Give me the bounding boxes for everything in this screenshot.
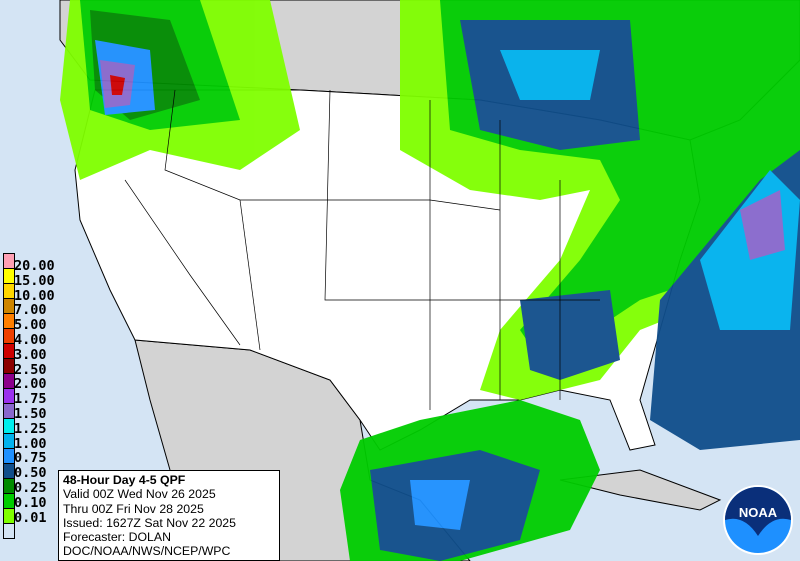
- thru-time: Thru 00Z Fri Nov 28 2025: [63, 501, 204, 516]
- valid-time: Valid 00Z Wed Nov 26 2025: [63, 487, 216, 502]
- legend-swatch: [3, 508, 15, 523]
- legend-swatch: [3, 403, 15, 418]
- legend-labels: 20.00 15.00 10.00 7.00 5.00 4.00 3.00 2.50 2.00 1…: [14, 259, 55, 525]
- legend-swatch: [3, 373, 15, 388]
- legend-label: 2.50: [14, 361, 47, 378]
- legend-label: 1.00: [14, 435, 47, 452]
- legend-label: 1.25: [14, 420, 47, 437]
- legend-swatches: [3, 253, 15, 539]
- legend-swatch: [3, 343, 15, 358]
- legend-swatch: [3, 328, 15, 343]
- state-borders: [124, 89, 600, 410]
- legend-label: 15.00: [14, 272, 55, 289]
- cuba-land: [559, 469, 722, 511]
- legend-swatch: [3, 523, 15, 539]
- legend-swatch: [3, 433, 15, 448]
- legend-swatch: [3, 253, 15, 268]
- info-box: 48-Hour Day 4-5 QPF Valid 00Z Wed Nov 26…: [58, 470, 280, 561]
- legend-swatch: [3, 463, 15, 478]
- legend-label: 5.00: [14, 317, 47, 334]
- legend-swatch: [3, 448, 15, 463]
- legend-label: 0.01: [14, 509, 47, 526]
- legend-label: 0.25: [14, 479, 47, 496]
- legend-label: 1.75: [14, 391, 47, 408]
- legend-swatch: [3, 313, 15, 328]
- noaa-logo: NOAA: [723, 485, 793, 555]
- legend-swatch: [3, 358, 15, 373]
- issued-time: Issued: 1627Z Sat Nov 22 2025: [63, 515, 236, 530]
- legend-swatch: [3, 478, 15, 493]
- legend-swatch: [3, 493, 15, 508]
- legend-swatch: [3, 418, 15, 433]
- agency: DOC/NOAA/NWS/NCEP/WPC: [63, 544, 231, 559]
- legend-label: 4.00: [14, 331, 47, 348]
- legend-label: 0.75: [14, 450, 47, 467]
- legend-label: 10.00: [14, 287, 55, 304]
- legend-label: 0.10: [14, 494, 47, 511]
- product-title: 48-Hour Day 4-5 QPF: [63, 473, 186, 487]
- legend-label: 7.00: [14, 302, 47, 319]
- legend-swatch: [3, 388, 15, 403]
- legend-label: 3.00: [14, 346, 47, 363]
- legend-label: 20.00: [14, 258, 55, 274]
- legend-swatch: [3, 283, 15, 298]
- svg-text:NOAA: NOAA: [739, 505, 778, 520]
- legend-label: 2.00: [14, 376, 47, 393]
- legend-label: 1.50: [14, 405, 47, 422]
- precip-areas: [60, 0, 800, 561]
- legend-swatch: [3, 298, 15, 313]
- legend-swatch: [3, 268, 15, 283]
- forecaster: Forecaster: DOLAN: [63, 530, 171, 545]
- legend-label: 0.50: [14, 465, 47, 482]
